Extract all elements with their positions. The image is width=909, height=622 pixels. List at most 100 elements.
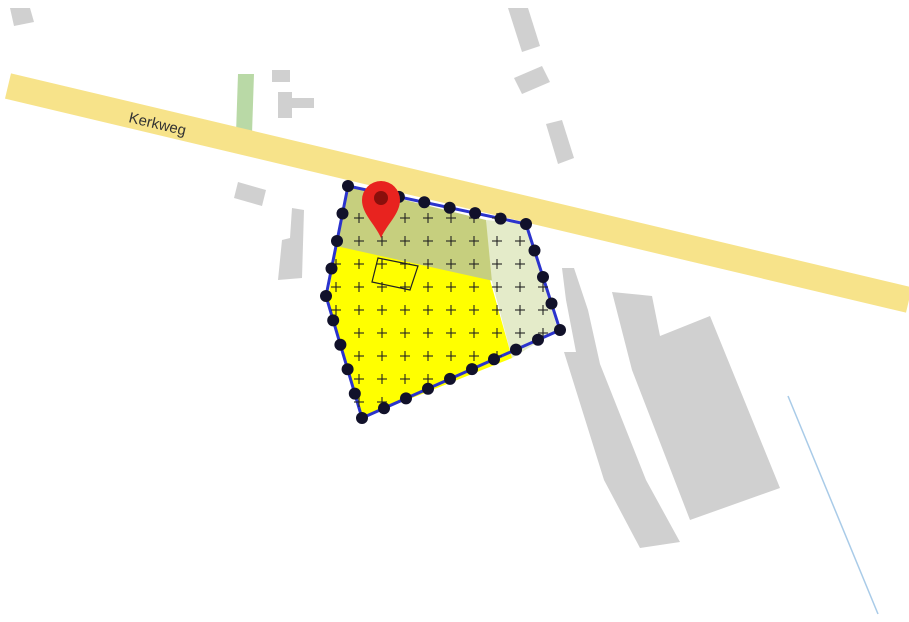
vertex-marker[interactable] — [336, 207, 349, 220]
map-pin-center — [374, 191, 388, 205]
grid-cross — [400, 305, 410, 315]
vertex-marker[interactable] — [520, 218, 532, 230]
grid-cross — [469, 351, 479, 361]
grid-cross — [515, 305, 525, 315]
grid-cross — [469, 259, 479, 269]
grid-cross — [492, 305, 502, 315]
vertex-marker[interactable] — [422, 382, 434, 395]
grid-cross — [377, 259, 387, 269]
grid-cross — [446, 305, 456, 315]
grid-cross — [538, 305, 548, 315]
grid-cross — [331, 305, 341, 315]
grid-cross — [354, 282, 364, 292]
grid-cross — [423, 305, 433, 315]
grid-cross — [331, 282, 341, 292]
grid-cross — [377, 351, 387, 361]
map-pin-icon[interactable] — [362, 181, 400, 238]
grid-cross — [423, 213, 433, 223]
grid-cross — [354, 397, 364, 407]
grid-cross — [446, 236, 456, 246]
vertex-marker[interactable] — [469, 207, 482, 220]
grid-cross — [400, 213, 410, 223]
grid-cross — [400, 259, 410, 269]
grid-cross — [377, 328, 387, 338]
grid-cross — [423, 351, 433, 361]
grid-cross — [423, 282, 433, 292]
vertex-marker[interactable] — [510, 343, 522, 356]
vertex-marker[interactable] — [378, 402, 390, 415]
grid-cross — [538, 328, 548, 338]
building-layer — [10, 8, 780, 548]
map-pin-body[interactable] — [362, 181, 400, 238]
vertex-marker[interactable] — [443, 201, 456, 214]
grid-cross — [446, 213, 456, 223]
vertex-marker[interactable] — [356, 412, 368, 424]
vertex-marker[interactable] — [444, 372, 456, 385]
grid-cross — [423, 259, 433, 269]
building — [508, 8, 540, 52]
grid-cross — [515, 259, 525, 269]
grid-cross — [377, 305, 387, 315]
vertex-marker[interactable] — [325, 262, 338, 275]
grid-cross-layer — [331, 213, 548, 407]
grid-cross — [469, 236, 479, 246]
vertex-marker[interactable] — [488, 353, 500, 366]
grid-cross — [400, 236, 410, 246]
grid-cross — [492, 259, 502, 269]
vertex-marker[interactable] — [400, 392, 412, 405]
grid-cross — [354, 213, 364, 223]
building — [612, 292, 780, 520]
vertex-marker[interactable] — [327, 314, 340, 327]
grass-strip — [236, 74, 254, 134]
grid-cross — [515, 282, 525, 292]
grid-cross — [469, 282, 479, 292]
grid-cross — [492, 236, 502, 246]
grid-cross — [423, 374, 433, 384]
vertex-marker[interactable] — [348, 387, 361, 400]
grid-cross — [354, 351, 364, 361]
grid-cross — [377, 374, 387, 384]
vertex-marker[interactable] — [528, 244, 541, 257]
grid-cross — [469, 328, 479, 338]
grid-cross — [400, 374, 410, 384]
grid-cross — [538, 282, 548, 292]
vertex-marker[interactable] — [342, 180, 354, 192]
vertex-marker-layer[interactable] — [320, 180, 566, 424]
building — [278, 92, 314, 118]
vertex-marker[interactable] — [545, 297, 558, 310]
grid-cross — [354, 374, 364, 384]
grid-cross — [446, 328, 456, 338]
vertex-marker[interactable] — [494, 212, 507, 225]
building — [514, 66, 550, 94]
grid-cross — [354, 305, 364, 315]
grid-cross — [469, 305, 479, 315]
grid-cross — [354, 259, 364, 269]
vertex-marker[interactable] — [554, 324, 566, 336]
grid-cross — [423, 328, 433, 338]
building — [546, 120, 574, 164]
grid-cross — [446, 259, 456, 269]
grid-cross — [492, 282, 502, 292]
grid-cross — [354, 236, 364, 246]
grid-cross — [446, 351, 456, 361]
grid-cross — [492, 328, 502, 338]
vertex-marker[interactable] — [331, 235, 343, 247]
grid-cross — [515, 328, 525, 338]
vertex-marker[interactable] — [341, 363, 354, 376]
grid-cross — [377, 236, 387, 246]
vertex-marker[interactable] — [334, 338, 347, 351]
grid-cross — [377, 282, 387, 292]
grid-cross — [400, 328, 410, 338]
vertex-marker[interactable] — [532, 333, 544, 346]
building — [278, 208, 304, 280]
vertex-marker[interactable] — [418, 196, 431, 209]
vertex-marker[interactable] — [537, 271, 549, 283]
building — [234, 182, 266, 206]
grid-cross — [400, 282, 410, 292]
vertex-marker[interactable] — [320, 290, 332, 302]
parcel-east[interactable] — [486, 220, 558, 358]
vertex-marker[interactable] — [466, 363, 478, 376]
building — [562, 268, 680, 548]
